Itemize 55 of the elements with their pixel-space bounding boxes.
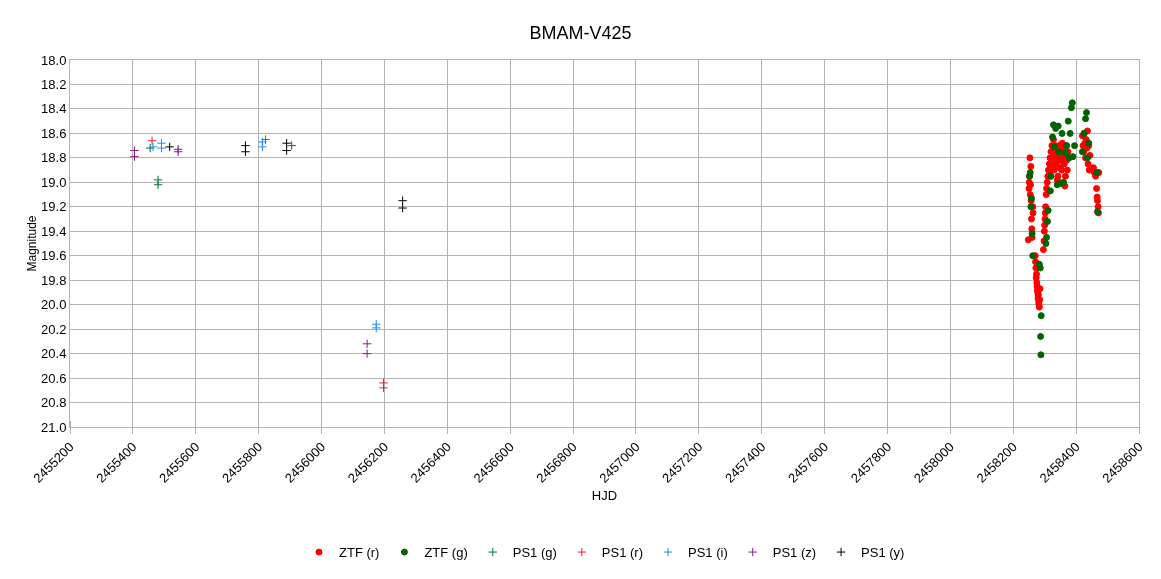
point — [1067, 104, 1075, 112]
point — [1036, 264, 1044, 272]
y-tick-label: 20.6 — [41, 370, 67, 386]
point — [397, 203, 408, 213]
y-axis-title: Magnitude — [25, 215, 39, 272]
y-tick-label: 19.6 — [41, 248, 67, 264]
point — [362, 339, 372, 349]
point — [1071, 142, 1079, 150]
point — [378, 383, 389, 393]
legend-label: ZTF (r) — [339, 545, 380, 561]
point — [1066, 129, 1074, 137]
point — [1043, 233, 1051, 241]
legend-label: PS1 (z) — [772, 545, 817, 561]
point — [257, 142, 268, 152]
point — [164, 142, 175, 152]
y-tick-label: 18.0 — [41, 52, 67, 68]
point — [1058, 129, 1066, 137]
point — [1037, 332, 1045, 340]
legend-label: PS1 (i) — [688, 545, 728, 561]
y-tick-label: 20.8 — [41, 395, 67, 411]
point — [1082, 109, 1090, 117]
y-tick-label: 20.0 — [41, 297, 67, 313]
legend-label: PS1 (g) — [512, 545, 557, 561]
point — [362, 348, 372, 359]
point — [1069, 153, 1077, 161]
y-tick-label: 19.0 — [41, 174, 67, 190]
point — [1064, 117, 1072, 125]
y-tick-label: 18.2 — [41, 77, 67, 93]
point — [240, 147, 251, 157]
point — [129, 151, 140, 162]
legend-label: PS1 (y) — [861, 545, 905, 561]
point — [1082, 115, 1090, 123]
y-tick-label: 20.2 — [41, 321, 67, 337]
y-tick-label: 19.4 — [41, 223, 67, 239]
point — [1068, 99, 1076, 107]
y-tick-label: 19.2 — [41, 199, 67, 215]
y-tick-label: 18.4 — [41, 101, 67, 117]
legend-label: PS1 (r) — [601, 545, 643, 561]
y-tick-label: 19.8 — [41, 272, 67, 288]
chart-title: BMAM-V425 — [529, 22, 632, 43]
point — [1037, 312, 1045, 320]
point — [286, 140, 297, 151]
point — [147, 136, 157, 146]
point — [371, 323, 381, 333]
point — [153, 180, 163, 190]
y-tick-label: 20.4 — [41, 346, 67, 362]
point — [281, 145, 292, 156]
y-tick-label: 18.8 — [41, 150, 67, 166]
x-axis-title: HJD — [591, 487, 618, 503]
point — [397, 195, 408, 206]
legend-label: ZTF (g) — [424, 545, 468, 561]
point — [1037, 351, 1045, 359]
y-tick-label: 18.6 — [41, 125, 67, 141]
point — [1060, 178, 1068, 186]
y-tick-label: 21.0 — [41, 419, 67, 435]
